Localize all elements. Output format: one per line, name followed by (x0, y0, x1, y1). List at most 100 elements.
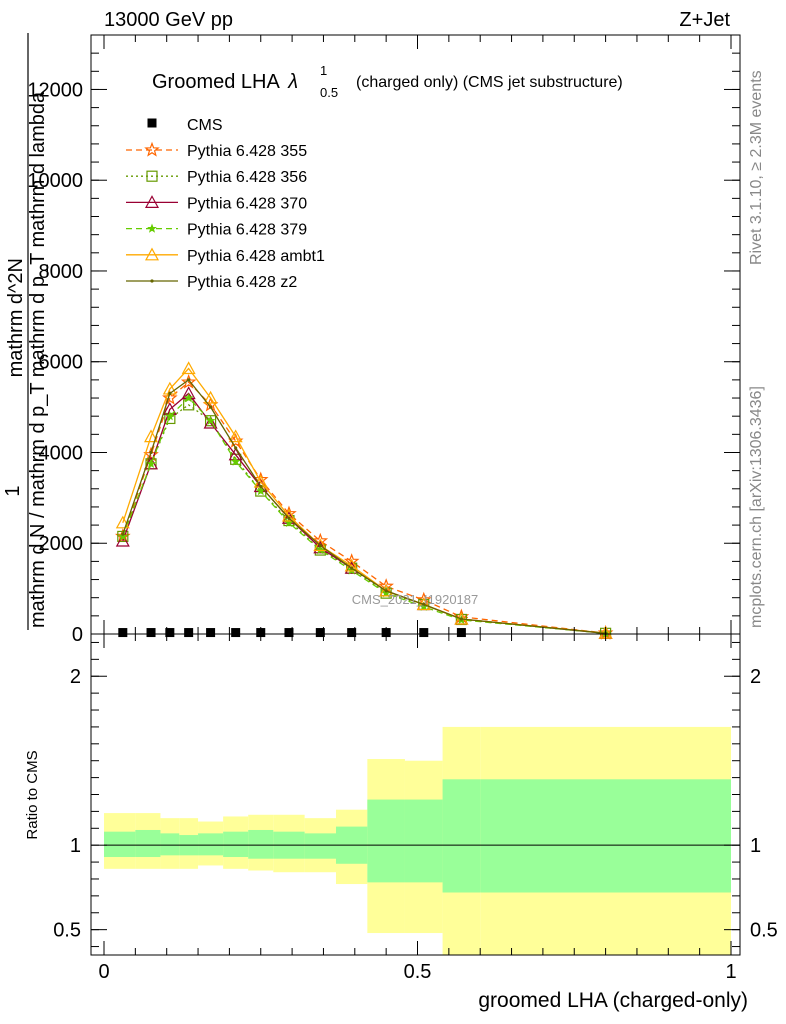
marker-filled-square (118, 628, 128, 638)
marker-square (146, 170, 158, 182)
ratio-bands (104, 726, 731, 955)
marker-dot (259, 484, 263, 489)
y-tick-label: 8000 (39, 261, 84, 283)
series-cms (118, 628, 466, 638)
marker-filled-square (231, 628, 241, 638)
ratio-y-tick-label-right: 1 (750, 835, 761, 857)
marker-star (144, 141, 160, 157)
marker-star-small (315, 544, 326, 555)
ratio-plot-panel: 0.5 0.5 1 1 2 2 0 0.5 1 Ratio to CMS groomed LHA… (24, 633, 778, 1012)
main-plot-panel: 0 2000 4000 6000 8000 10000 12000 Groomed LHA … (2, 33, 741, 646)
x-axis-label: groomed LHA (charged-only) (478, 989, 748, 1012)
y-label-prefactor: 1 (2, 485, 24, 496)
marker-dot (350, 566, 354, 570)
marker-triangle (115, 515, 130, 529)
process-label: Z+Jet (679, 9, 730, 31)
stat-band-bin (135, 829, 161, 858)
marker-filled-square (419, 628, 429, 638)
stat-band-bin (480, 779, 731, 893)
x-tick-label: 1 (725, 961, 736, 983)
y-tick-label: 6000 (39, 352, 84, 374)
marker-triangle (228, 429, 243, 443)
ratio-y-tick-label-right: 0.5 (750, 920, 778, 942)
y-tick-label: 12000 (27, 79, 83, 101)
marker-dot (459, 617, 463, 621)
legend-label: Pythia 6.428 355 (187, 143, 307, 160)
marker-triangle (181, 361, 196, 375)
stat-band-bin (442, 779, 481, 893)
x-tick-label: 0.5 (404, 961, 432, 983)
mcplots-label: mcplots.cern.ch [arXiv:1306.3436] (748, 386, 765, 628)
marker-star-small (117, 531, 128, 541)
ratio-y-tick-label-right: 2 (750, 666, 761, 688)
plot-title: Groomed LHA λ (152, 71, 298, 93)
ratio-axis-ticks: 0.5 0.5 1 1 2 2 0 0.5 1 (53, 634, 778, 983)
marker-triangle (144, 195, 160, 208)
marker-star (162, 389, 178, 405)
y-axis-label: 1 mathrm d^2N mathrm d N / mathrm d p_T … (2, 33, 49, 630)
marker-star-small (346, 565, 357, 575)
marker-triangle (115, 533, 130, 547)
marker-star-small (205, 415, 216, 425)
marker-filled-square (147, 118, 157, 128)
marker-filled-square (206, 628, 216, 638)
marker-triangle (203, 415, 218, 429)
stat-band-bin (367, 799, 405, 883)
series-layer (115, 361, 614, 640)
ratio-y-axis-label: Ratio to CMS (24, 750, 41, 839)
marker-dot (287, 516, 291, 520)
marker-star-small (183, 392, 194, 403)
stat-band-bin (160, 833, 180, 856)
rivet-version-label: Rivet 3.1.10, ≥ 2.3M events (748, 70, 765, 265)
series-pythia-6-428-z2 (121, 378, 608, 635)
series-line (122, 379, 606, 634)
marker-star-small (164, 411, 175, 421)
ratio-y-tick-label: 0.5 (53, 920, 81, 942)
stat-band-bin (304, 833, 336, 859)
series-line (122, 397, 606, 634)
y-tick-label: 10000 (27, 170, 83, 192)
y-tick-label: 4000 (39, 442, 84, 464)
marker-star (312, 532, 329, 548)
y-label-denominator: mathrm d N / mathrm d p_T mathrm d p_T m… (27, 91, 49, 628)
marker-dot (121, 532, 125, 536)
marker-dot (168, 391, 172, 396)
ratio-y-tick-label: 2 (70, 666, 81, 688)
marker-filled-square (347, 628, 357, 638)
marker-filled-square (456, 628, 466, 638)
stat-band-bin (198, 833, 224, 856)
stat-band-bin (248, 829, 274, 859)
marker-triangle (144, 247, 160, 261)
marker-star-small (147, 223, 157, 233)
marker-dot (150, 279, 154, 283)
y-tick-label: 2000 (39, 533, 84, 555)
legend-label: Pythia 6.428 ambt1 (187, 248, 325, 265)
ratio-y-tick-label: 1 (70, 835, 81, 857)
stat-band-bin (104, 831, 136, 858)
marker-star (180, 373, 197, 389)
marker-star (343, 553, 360, 569)
marker-filled-square (165, 628, 175, 638)
marker-dot (384, 589, 388, 593)
plot-title-rest: (charged only) (CMS jet substructure) (356, 74, 623, 91)
marker-dot (208, 405, 213, 409)
plot-title-superscript: 1 (320, 63, 327, 78)
y-tick-label: 0 (72, 624, 83, 646)
plot-title-subscript: 0.5 (320, 85, 338, 100)
marker-filled-square (184, 628, 194, 638)
main-axis-ticks: 0 2000 4000 6000 8000 10000 12000 (27, 34, 740, 646)
marker-star-small (230, 456, 241, 466)
series-line (122, 403, 606, 634)
marker-filled-square (146, 628, 156, 638)
plot-title-main: Groomed LHA (152, 71, 280, 93)
legend-label: Pythia 6.428 370 (187, 195, 307, 212)
marker-dot (149, 450, 153, 455)
marker-dot (234, 446, 238, 450)
y-label-numerator: mathrm d^2N (5, 258, 27, 377)
marker-triangle (313, 538, 328, 552)
marker-triangle (203, 390, 218, 404)
marker-triangle (144, 429, 159, 443)
x-tick-label: 0 (98, 961, 109, 983)
legend-label: Pythia 6.428 z2 (187, 274, 297, 291)
